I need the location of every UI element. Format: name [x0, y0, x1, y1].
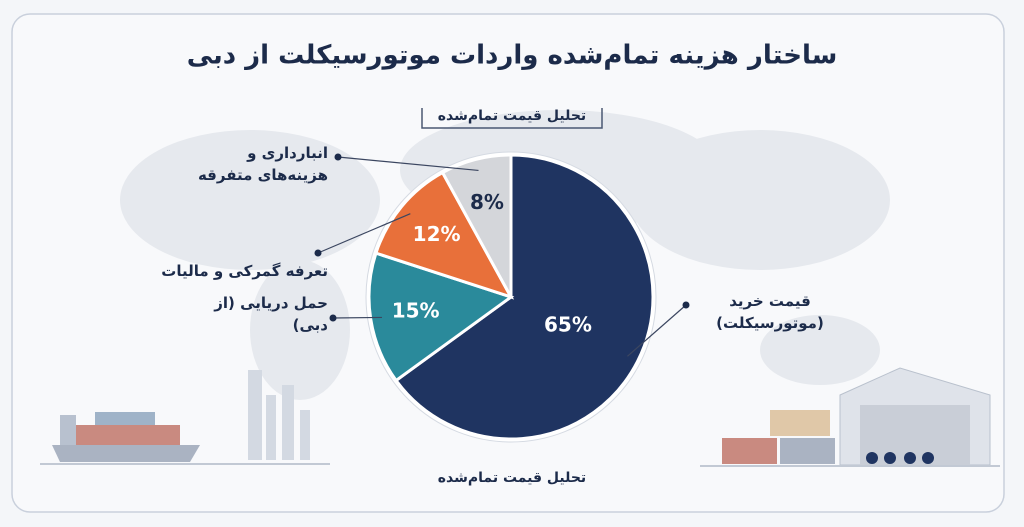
warehouse: [700, 367, 1000, 467]
leader-line: [317, 213, 411, 254]
leader-line: [332, 316, 382, 319]
category-label: قیمت خرید (موتورسیکلت): [716, 292, 824, 332]
value-label: 15%: [392, 299, 440, 323]
caption: تحلیل قیمت تمام‌شده: [438, 470, 586, 486]
leader-line: [337, 156, 479, 172]
leader-dot: [329, 314, 337, 322]
leader-dot: [682, 301, 690, 309]
leader-dot: [334, 153, 342, 161]
category-label: تعرفه گمرکی و مالیات: [161, 262, 328, 280]
world-map: [120, 110, 890, 400]
value-label: 65%: [544, 313, 592, 337]
value-label: 8%: [470, 190, 504, 214]
subtitle-bracket: [421, 108, 603, 129]
leader-dot: [314, 249, 322, 257]
pie-slice: [374, 170, 515, 300]
subtitle: تحلیل قیمت تمام‌شده: [438, 108, 586, 124]
skyline: [40, 370, 330, 465]
leader-line: [627, 304, 687, 357]
value-label: 12%: [413, 222, 461, 246]
pie-slice: [440, 153, 513, 298]
category-label: انبارداری و هزینه‌های متفرقه: [197, 144, 328, 184]
pie-slice: [394, 153, 655, 441]
pie-slice: [367, 251, 515, 383]
chart-title: ساختار هزینه تمام‌شده واردات موتورسیکلت …: [187, 41, 838, 71]
category-label: حمل دریایی (از دبی): [214, 294, 328, 334]
